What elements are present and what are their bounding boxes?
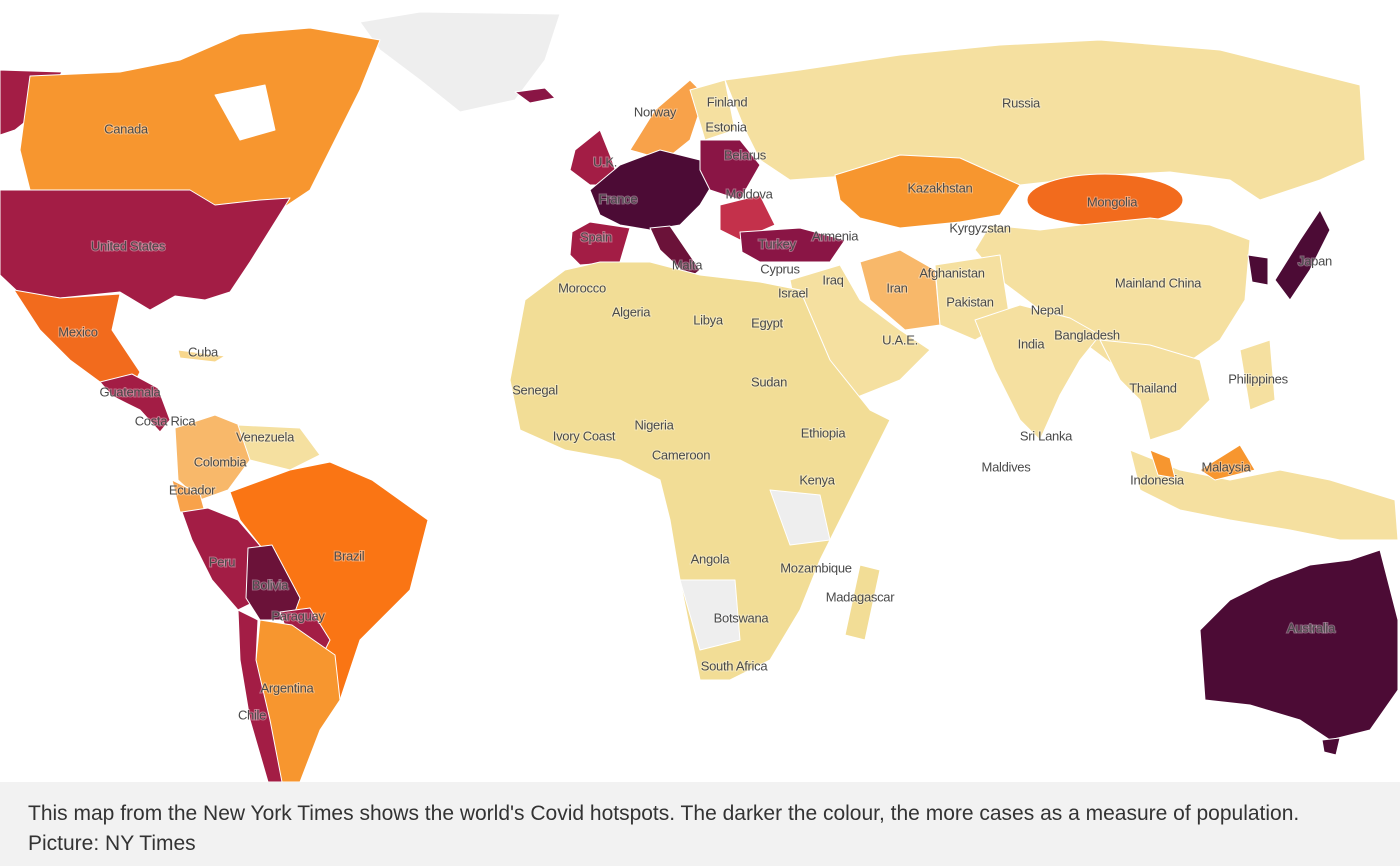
country-label: Nepal: [1031, 302, 1064, 317]
tanzania: [769, 489, 831, 546]
country-label: Israel: [778, 285, 808, 300]
country-label: Bangladesh: [1054, 327, 1120, 342]
country-label: Iraq: [822, 272, 843, 287]
tasmania: [1321, 737, 1341, 756]
country-label: Australia: [1287, 620, 1336, 635]
country-label: Mongolia: [1087, 194, 1138, 209]
australia: [1199, 549, 1399, 741]
country-label: Libya: [693, 312, 724, 327]
korea: [1247, 254, 1269, 286]
indonesia: [1129, 449, 1399, 541]
venezuela: [237, 424, 321, 471]
country-label: Indonesia: [1130, 472, 1185, 487]
country-label: Spain: [580, 229, 612, 244]
africa: [509, 261, 891, 681]
central-america: [99, 373, 171, 433]
country-label: Malta: [672, 257, 703, 272]
india: [974, 304, 1101, 441]
country-label: Estonia: [705, 119, 747, 134]
kazakhstan: [834, 154, 1021, 229]
country-label: Costa Rica: [135, 413, 197, 428]
country-label: U.K.: [593, 154, 617, 169]
finland: [689, 79, 736, 141]
country-label: Turkey: [758, 236, 796, 251]
country-label: Kenya: [799, 472, 835, 487]
country-label: Ivory Coast: [553, 428, 616, 443]
country-label: Iran: [886, 280, 907, 295]
colombia: [174, 414, 251, 501]
country-label: Senegal: [512, 382, 558, 397]
country-labels: Canada United States Mexico Cuba Guatemala Co…: [57, 93, 1337, 723]
country-label: Angola: [691, 551, 731, 566]
madagascar: [844, 564, 881, 641]
country-label: Cuba: [188, 344, 219, 359]
country-label: Ethiopia: [801, 425, 847, 440]
country-label: Guatemala: [100, 384, 162, 399]
country-label: South Africa: [701, 658, 769, 673]
chile: [237, 609, 283, 782]
country-label: Canada: [104, 121, 149, 136]
china: [974, 217, 1251, 371]
country-label: Belarus: [724, 147, 767, 162]
country-label: Philippines: [1228, 371, 1288, 386]
country-label: Sudan: [751, 374, 787, 389]
country-label: Cyprus: [760, 261, 800, 276]
country-label: Madagascar: [826, 589, 896, 604]
country-label: Peru: [209, 554, 235, 569]
southeast-asia: [1099, 339, 1211, 441]
country-label: Venezuela: [236, 429, 295, 444]
country-label: Russia: [1002, 95, 1041, 110]
country-label: Argentina: [261, 680, 315, 695]
country-label: Afghanistan: [919, 265, 984, 280]
country-label: Chile: [238, 707, 266, 722]
greenland: [359, 11, 561, 113]
turkey: [739, 227, 846, 263]
philippines: [1239, 339, 1276, 411]
country-label: Bolivia: [252, 577, 289, 592]
country-label: Brazil: [334, 548, 365, 563]
country-label: Japan: [1298, 253, 1332, 268]
country-label: United States: [91, 238, 166, 253]
western-europe: [589, 149, 716, 231]
country-label: Algeria: [612, 304, 651, 319]
peninsular-malaysia: [1149, 449, 1176, 479]
country-label: Moldova: [725, 186, 773, 201]
country-label: Mexico: [58, 324, 97, 339]
country-label: Botswana: [714, 610, 770, 625]
country-label: Mainland China: [1115, 275, 1202, 290]
namibia: [679, 579, 741, 651]
cuba: [177, 349, 226, 363]
country-label: France: [599, 191, 638, 206]
country-label: Cameroon: [652, 447, 710, 462]
russia: [724, 39, 1366, 201]
hudson-bay: [214, 84, 276, 141]
country-label: Norway: [634, 104, 677, 119]
country-label: Maldives: [982, 459, 1032, 474]
country-label: Armenia: [812, 228, 859, 243]
country-label: Malaysia: [1202, 459, 1252, 474]
iceland: [514, 87, 556, 104]
country-label: India: [1018, 336, 1046, 351]
country-label: Paraguay: [271, 608, 325, 623]
countries: [0, 11, 1399, 782]
japan: [1274, 209, 1331, 301]
country-label: Morocco: [558, 280, 606, 295]
country-label: Egypt: [751, 315, 783, 330]
country-label: Mozambique: [780, 560, 851, 575]
country-label: Finland: [707, 94, 748, 109]
world-map: Canada United States Mexico Cuba Guatemala Co…: [0, 11, 1399, 782]
country-label: Kyrgyzstan: [949, 220, 1010, 235]
country-label: Pakistan: [946, 294, 994, 309]
country-label: Kazakhstan: [908, 180, 973, 195]
caption: This map from the New York Times shows t…: [0, 782, 1400, 866]
country-label: Sri Lanka: [1020, 428, 1073, 443]
malaysia: [1199, 444, 1256, 481]
country-label: Colombia: [194, 454, 248, 469]
country-label: U.A.E.: [882, 332, 918, 347]
country-label: Thailand: [1129, 380, 1177, 395]
country-label: Nigeria: [634, 417, 674, 432]
country-label: Ecuador: [169, 482, 216, 497]
